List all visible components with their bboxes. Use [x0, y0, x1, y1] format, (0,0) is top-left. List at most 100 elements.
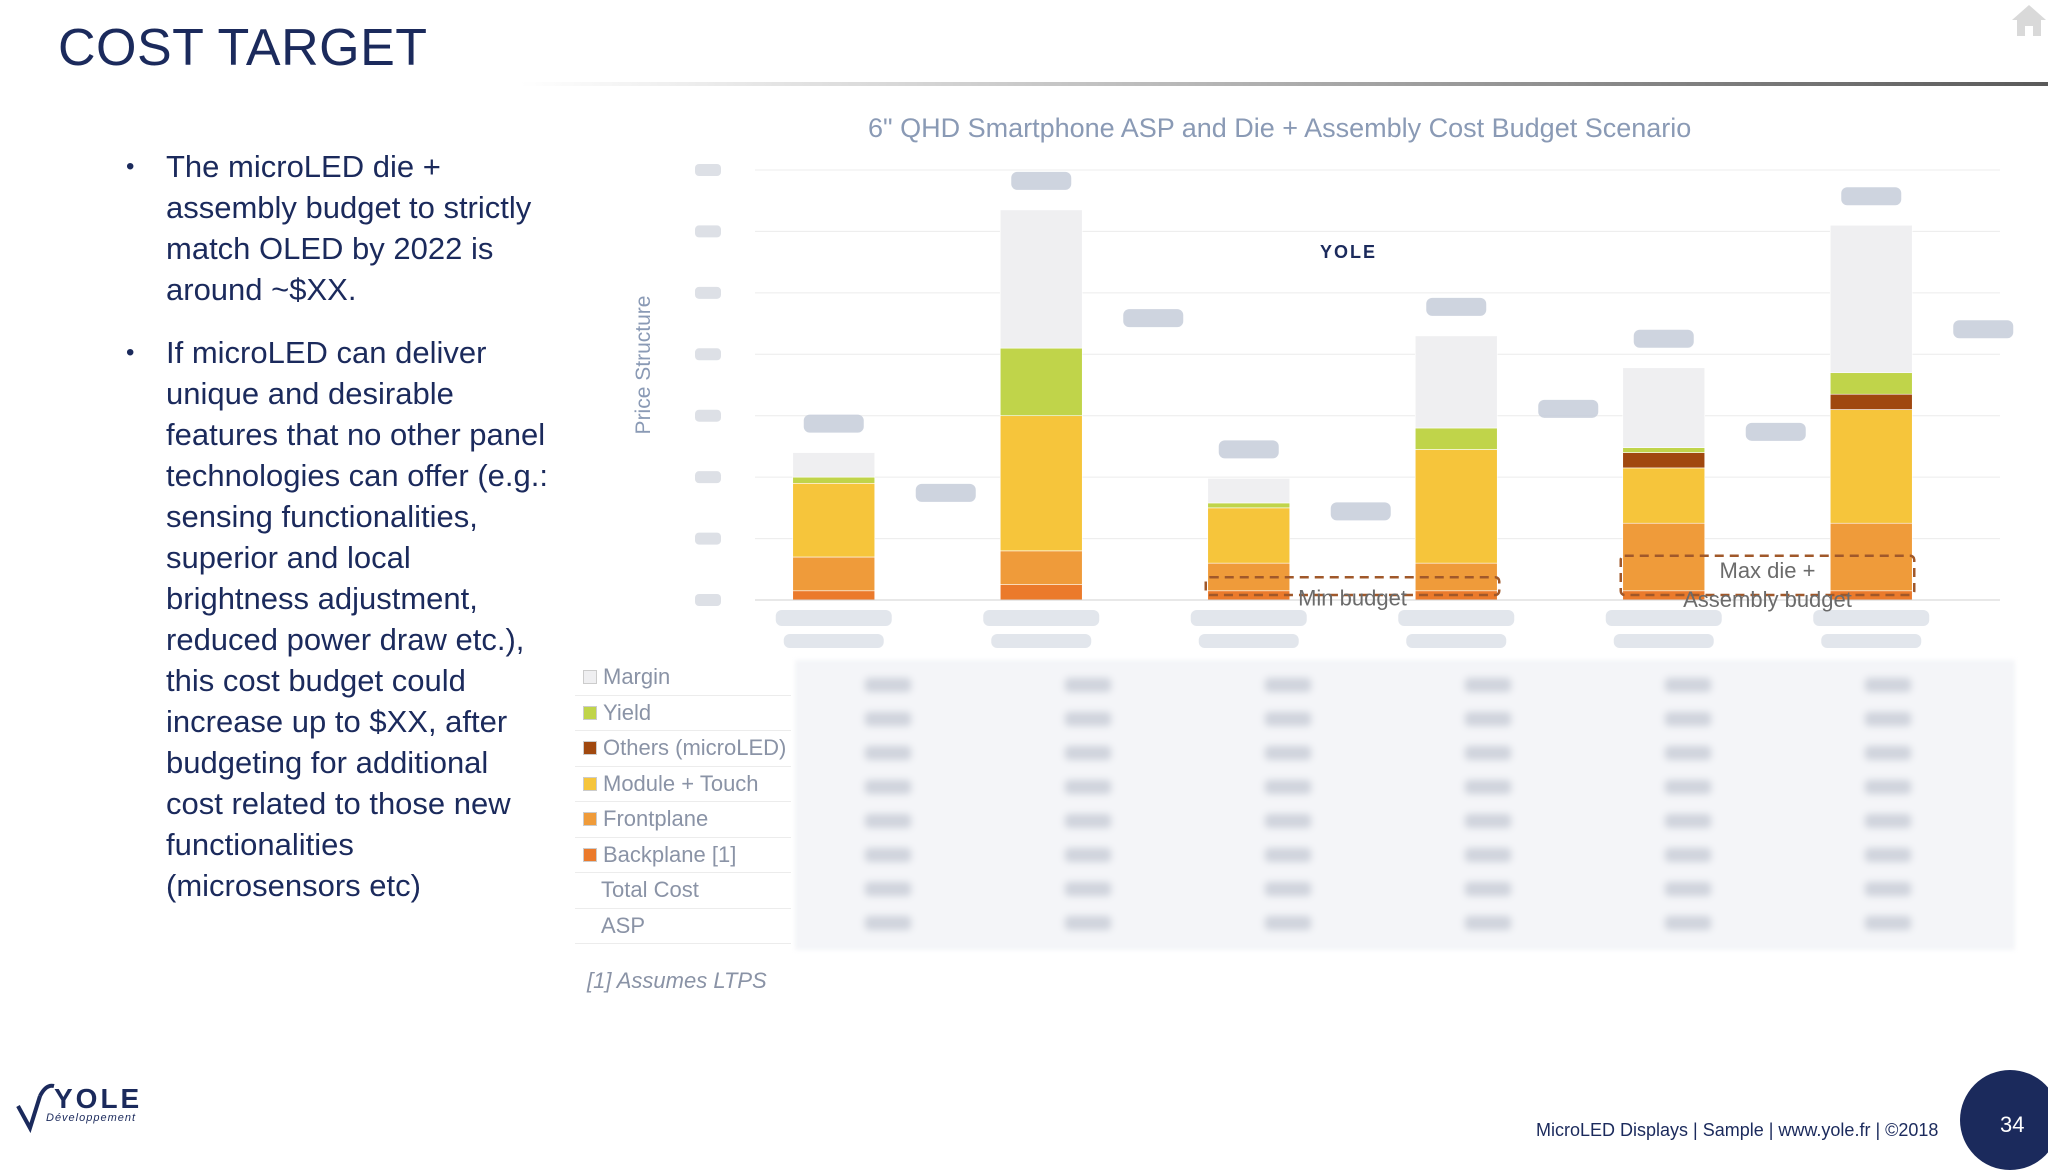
- blurred-cell: [865, 746, 911, 760]
- blurred-cell: [1465, 678, 1511, 692]
- blurred-cell: [1265, 712, 1311, 726]
- blurred-cell: [1065, 678, 1111, 692]
- legend-row: Total Cost: [575, 873, 791, 909]
- blurred-data-label: [1633, 329, 1694, 348]
- bar-segment: [1207, 478, 1291, 504]
- footer-text: MicroLED Displays | Sample | www.yole.fr…: [1536, 1120, 1939, 1140]
- home-icon[interactable]: [2010, 2, 2048, 38]
- footnote: [1] Assumes LTPS: [587, 968, 767, 993]
- bullet-item-1: • The microLED die + assembly budget to s…: [120, 146, 550, 310]
- bar-segment: [1414, 427, 1498, 450]
- bar-segment: [792, 482, 876, 558]
- blurred-cell: [1265, 882, 1311, 896]
- blurred-cell: [1665, 814, 1711, 828]
- bullet-text-1: The microLED die + assembly budget to st…: [166, 149, 532, 307]
- chart-watermark-logo: YOLE: [1320, 242, 1377, 262]
- blurred-data-label: [1953, 320, 2014, 339]
- legend-label: Frontplane: [603, 806, 709, 832]
- blurred-category-label: [983, 610, 1100, 626]
- blurred-category-label: [1406, 634, 1507, 648]
- legend-row: Margin: [575, 660, 791, 696]
- legend-swatch: [583, 920, 595, 932]
- blurred-cell: [865, 882, 911, 896]
- bullet-list: • The microLED die + assembly budget to s…: [120, 146, 550, 928]
- blurred-cell: [1865, 848, 1911, 862]
- legend-swatch: [583, 776, 597, 791]
- blurred-cell: [1065, 882, 1111, 896]
- blurred-tick-label: [695, 532, 721, 545]
- blurred-cell: [1265, 814, 1311, 828]
- blurred-cell: [865, 780, 911, 794]
- legend-label: Others (microLED): [603, 735, 787, 761]
- blurred-data-label: [1538, 399, 1599, 418]
- legend-label: Backplane [1]: [603, 841, 737, 867]
- blurred-cell: [1265, 678, 1311, 692]
- blurred-cell: [1465, 780, 1511, 794]
- bar-segment: [999, 347, 1083, 417]
- blurred-data-label: [1426, 297, 1487, 316]
- blurred-category-label: [783, 634, 884, 648]
- legend-row: Module + Touch: [575, 767, 791, 802]
- bar-segment: [999, 584, 1083, 601]
- blurred-data-label: [803, 414, 864, 433]
- bullet-item-2: • If microLED can deliver unique and desi…: [120, 332, 550, 906]
- legend-swatch: [583, 847, 597, 862]
- bar-segment: [792, 590, 876, 601]
- annotation-box: [1204, 576, 1501, 597]
- blurred-cell: [1665, 780, 1711, 794]
- legend-row: Others (microLED): [575, 731, 791, 767]
- blurred-cell: [1865, 882, 1911, 896]
- annotation-box: [1619, 554, 1916, 597]
- blurred-cell: [1465, 916, 1511, 930]
- blurred-cell: [1865, 746, 1911, 760]
- blurred-category-label: [775, 610, 892, 626]
- blurred-tick-label: [695, 286, 721, 299]
- blurred-tick-label: [695, 225, 721, 238]
- legend-label: ASP: [601, 912, 646, 938]
- blurred-cell: [1265, 746, 1311, 760]
- blurred-cell: [1065, 814, 1111, 828]
- blurred-cell: [865, 848, 911, 862]
- bar-segment: [1622, 467, 1706, 524]
- yole-logo: [16, 1083, 55, 1134]
- bar-segment: [792, 452, 876, 478]
- blurred-cell: [865, 916, 911, 930]
- legend-label: Margin: [603, 664, 671, 690]
- blurred-cell: [1065, 916, 1111, 930]
- bar-segment: [1622, 447, 1706, 453]
- logo-text: YOLE: [54, 1083, 143, 1114]
- bar-segment: [999, 415, 1083, 552]
- blurred-cell: [1665, 746, 1711, 760]
- blurred-cell: [1065, 746, 1111, 760]
- blurred-cell: [1665, 678, 1711, 692]
- blurred-cell: [865, 678, 911, 692]
- blurred-category-label: [1398, 610, 1515, 626]
- bar-segment: [999, 550, 1083, 585]
- legend-swatch: [583, 884, 595, 896]
- logo-subtext: Développement: [46, 1112, 137, 1124]
- annotation-label: Assembly budget: [1683, 587, 1852, 612]
- blurred-cell: [1465, 712, 1511, 726]
- blurred-cell: [1865, 814, 1911, 828]
- bar-segment: [1829, 224, 1913, 374]
- legend-table: Margin Yield Others (microLED) Module + …: [575, 660, 791, 944]
- blurred-data-label: [1123, 309, 1184, 328]
- bullet-dot-icon: •: [126, 339, 135, 366]
- bar-segment: [1207, 502, 1291, 509]
- blurred-tick-label: [695, 164, 721, 176]
- legend-swatch: [583, 670, 597, 685]
- legend-label: Module + Touch: [603, 770, 759, 796]
- annotation-label: Min budget: [1298, 585, 1407, 610]
- blurred-cell: [1865, 780, 1911, 794]
- blurred-cell: [1265, 916, 1311, 930]
- blurred-category-label: [1198, 634, 1299, 648]
- legend-row: Frontplane: [575, 802, 791, 838]
- legend-label: Yield: [603, 699, 652, 725]
- blurred-data-label: [1330, 502, 1391, 521]
- blurred-tick-label: [695, 471, 721, 484]
- bar-segment: [792, 556, 876, 592]
- blurred-data-label: [915, 483, 976, 502]
- blurred-cell: [1665, 712, 1711, 726]
- blurred-category-label: [1613, 634, 1714, 648]
- blurred-cell: [865, 814, 911, 828]
